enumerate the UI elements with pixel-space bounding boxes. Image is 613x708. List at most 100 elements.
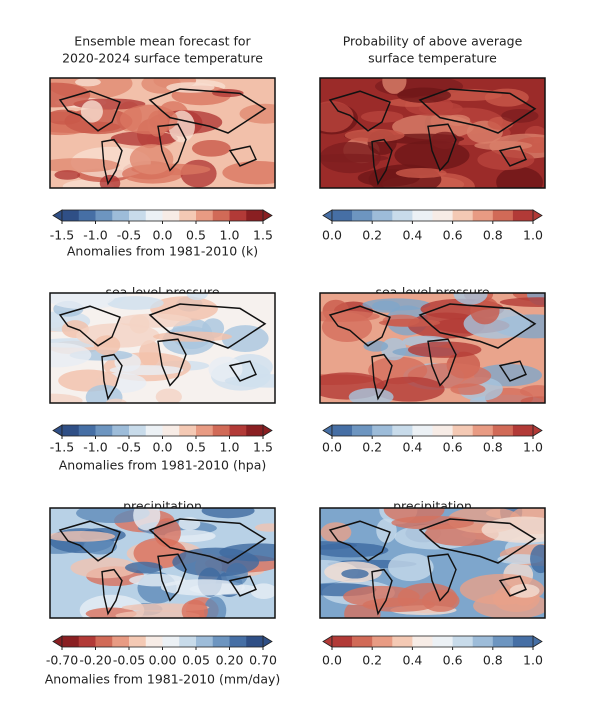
colorbar-tick-label: 0.2 [362,440,382,455]
colorbar-tick-label: 0.2 [362,653,382,668]
map-field [50,508,275,618]
colorbar-cell [145,425,163,436]
colorbar-cell [145,636,163,647]
colorbar-tick-label: 0.70 [249,653,277,668]
colorbar-tick-label: 0.6 [443,653,463,668]
map [49,292,276,404]
map [49,77,276,189]
map [319,77,546,189]
colorbar-tick-label: -1.0 [83,228,107,243]
colorbar-cell [196,425,214,436]
colorbar-cell [372,210,393,221]
colorbar-frame [331,635,534,648]
map-blob [50,531,116,542]
map [319,292,546,404]
map-blob [50,342,92,368]
colorbar-tick-label: 0.8 [483,228,503,243]
colorbar-tick-label: 0.0 [153,440,173,455]
colorbar-frame [331,209,534,222]
colorbar-tick-label: -0.5 [117,228,141,243]
colorbar-cell [246,636,264,647]
colorbar-tick-label: 0.20 [216,653,244,668]
map-blob [430,131,460,150]
colorbar-tick-label: 0.00 [149,653,177,668]
colorbar-arrow [322,424,333,437]
map-blob [418,101,463,116]
colorbar-cell [62,636,80,647]
map-blob [105,398,127,403]
map-blob [203,596,227,618]
map-blob [75,78,101,87]
colorbar-cell [229,425,247,436]
map-blob [395,167,447,179]
colorbar-tick-label: 0.6 [443,228,463,243]
colorbar-arrow [532,635,543,648]
map-frame [319,292,546,404]
map-blob [172,547,260,577]
colorbar-cell [112,425,130,436]
map-blob [509,583,540,598]
colorbar-cell [372,636,393,647]
map-blob [254,523,275,532]
map-field [50,78,275,188]
map-blob [499,297,545,307]
colorbar-cell [492,425,514,436]
colorbar-tick-label: 0.0 [322,440,342,455]
panel-title: surface temperature [368,51,497,66]
map-field [320,78,545,188]
colorbar-cell [352,210,373,221]
map-blob [378,318,441,327]
map-blob [530,544,545,574]
colorbar-cell [246,425,264,436]
colorbar-tick-label: 1.5 [253,440,273,455]
colorbar-tick-label: -1.5 [50,228,74,243]
colorbar-label: Anomalies from 1981-2010 (k) [67,244,258,259]
map-blob [388,553,434,582]
map-blob [481,516,545,543]
colorbar-arrow [262,635,273,648]
colorbar-tick-label: 0.5 [186,228,206,243]
colorbar-cell [352,636,373,647]
colorbar-tick-label: 0.5 [186,440,206,455]
panel-title: Ensemble mean forecast for [74,34,251,49]
colorbar-tick-label: 0.0 [322,228,342,243]
colorbar-frame [331,424,534,437]
map-blob [382,78,407,94]
map-blob [107,296,164,310]
colorbar-cell [452,210,473,221]
colorbar-cell [472,636,494,647]
colorbar-cell [162,636,180,647]
colorbar-tick-label: 0.6 [443,440,463,455]
map-blob [181,599,208,618]
map-frame [319,507,546,619]
colorbar-cell [452,425,473,436]
colorbar-tick-label: 1.0 [523,440,543,455]
colorbar-arrow [532,209,543,222]
map-blob [360,110,404,123]
colorbar-cell [95,636,113,647]
map-frame [49,507,276,619]
map-blob [70,557,138,579]
map-blob [191,139,231,157]
colorbar-tick-label: 1.0 [220,440,240,455]
map-blob [83,538,118,555]
colorbar-cell [352,425,373,436]
map-blob [50,158,120,173]
colorbar-cell [212,636,230,647]
map-blob [496,166,543,188]
colorbar-tick-label: 0.4 [402,440,422,455]
colorbar-tick-label: -0.5 [117,440,141,455]
colorbar-cell [332,210,353,221]
colorbar-tick-label: 0.0 [322,653,342,668]
colorbar-cell [412,210,433,221]
map-blob [474,140,533,151]
colorbar-cell [472,210,494,221]
colorbar-tick-label: 0.8 [483,440,503,455]
map-blob [397,87,452,103]
colorbar-arrow [262,209,273,222]
map-blob [93,335,121,356]
colorbar-cell [196,210,214,221]
colorbar-cell [512,210,534,221]
colorbar-cell [472,425,494,436]
